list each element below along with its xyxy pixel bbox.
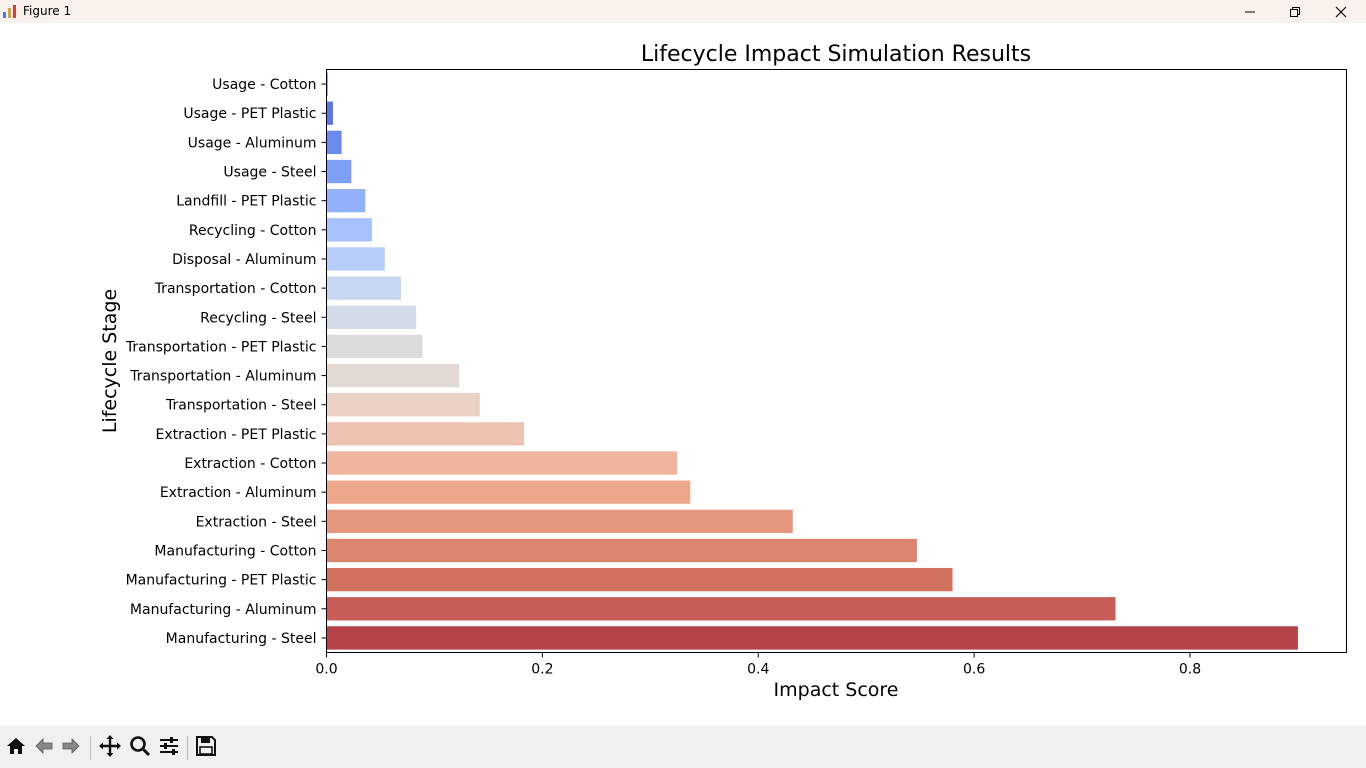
minimize-icon [1244,6,1256,18]
bar [326,72,328,96]
close-button[interactable] [1318,0,1364,23]
y-tick-label: Manufacturing - PET Plastic [126,573,317,589]
bar [326,247,385,271]
y-tick-label: Landfill - PET Plastic [176,194,316,210]
bar [326,393,480,417]
y-tick-label: Transportation - Aluminum [129,369,316,385]
y-tick-label: Transportation - Steel [165,398,317,414]
zoom-icon [129,735,151,761]
bar [326,276,401,300]
bar [326,363,460,388]
app-icon [2,3,18,19]
bar [326,101,333,125]
save-icon [195,735,217,761]
y-tick-label: Recycling - Cotton [189,223,317,239]
bar [326,422,525,446]
zoom-button[interactable] [127,735,153,761]
y-axis-label: Lifecycle Stage [99,289,121,433]
back-button[interactable] [31,735,57,761]
back-icon [33,735,55,761]
bar [326,130,342,155]
home-button[interactable] [3,735,29,761]
close-icon [1335,6,1347,18]
pan-icon [98,734,122,762]
x-tick-label: 0.0 [315,662,337,678]
bar [326,509,793,533]
bar [326,597,1116,621]
bar [326,451,678,475]
restore-button[interactable] [1272,0,1318,23]
bar [326,334,423,359]
y-tick-label: Usage - Aluminum [188,135,317,151]
pan-button[interactable] [97,735,123,761]
configure-subplots-button[interactable] [156,735,182,761]
y-tick-label: Extraction - PET Plastic [156,427,317,443]
y-tick-label: Recycling - Steel [200,310,316,326]
x-axis: 0.0 0.2 0.4 0.6 0.8 [315,652,1201,678]
bars-layer [326,72,1298,650]
minimize-button[interactable] [1227,0,1273,23]
bar [326,480,691,504]
y-tick-label: Usage - Cotton [212,77,316,93]
x-axis-label: Impact Score [774,679,899,701]
bar [326,538,917,563]
y-tick-label: Extraction - Aluminum [160,485,317,501]
figure-canvas: Lifecycle Impact Simulation Results Usag… [0,23,1366,726]
bar-chart: Lifecycle Impact Simulation Results Usag… [99,42,1347,701]
y-tick-label: Manufacturing - Steel [166,631,317,647]
x-tick-label: 0.6 [963,662,985,678]
chart-title: Lifecycle Impact Simulation Results [641,42,1031,67]
save-button[interactable] [193,735,219,761]
bar [326,305,417,329]
toolbar-separator [90,736,91,760]
y-tick-label: Manufacturing - Aluminum [130,602,317,618]
x-tick-label: 0.4 [747,662,769,678]
bar [326,626,1298,650]
forward-button[interactable] [58,735,84,761]
forward-icon [60,735,82,761]
x-tick-label: 0.2 [531,662,553,678]
window-title: Figure 1 [23,4,72,18]
y-tick-label: Usage - PET Plastic [183,106,316,122]
toolbar-separator [187,736,188,760]
plot-frame [326,69,1347,653]
configure-subplots-icon [158,735,180,761]
y-tick-label: Usage - Steel [223,165,316,181]
home-icon [5,735,27,761]
y-axis: Usage - Cotton Usage - PET Plastic Usage -… [125,77,327,647]
bar [326,218,372,242]
y-tick-label: Disposal - Aluminum [172,252,316,268]
navigation-toolbar [0,726,1366,768]
restore-icon [1289,6,1301,18]
bar [326,567,953,592]
bar [326,189,366,213]
x-tick-label: 0.8 [1179,662,1201,678]
y-tick-label: Extraction - Steel [196,514,317,530]
y-tick-label: Manufacturing - Cotton [154,543,316,559]
bar [326,159,352,184]
y-tick-label: Transportation - Cotton [154,281,317,297]
y-tick-label: Extraction - Cotton [184,456,316,472]
window-titlebar: Figure 1 [0,0,1366,23]
y-tick-label: Transportation - PET Plastic [125,339,317,355]
